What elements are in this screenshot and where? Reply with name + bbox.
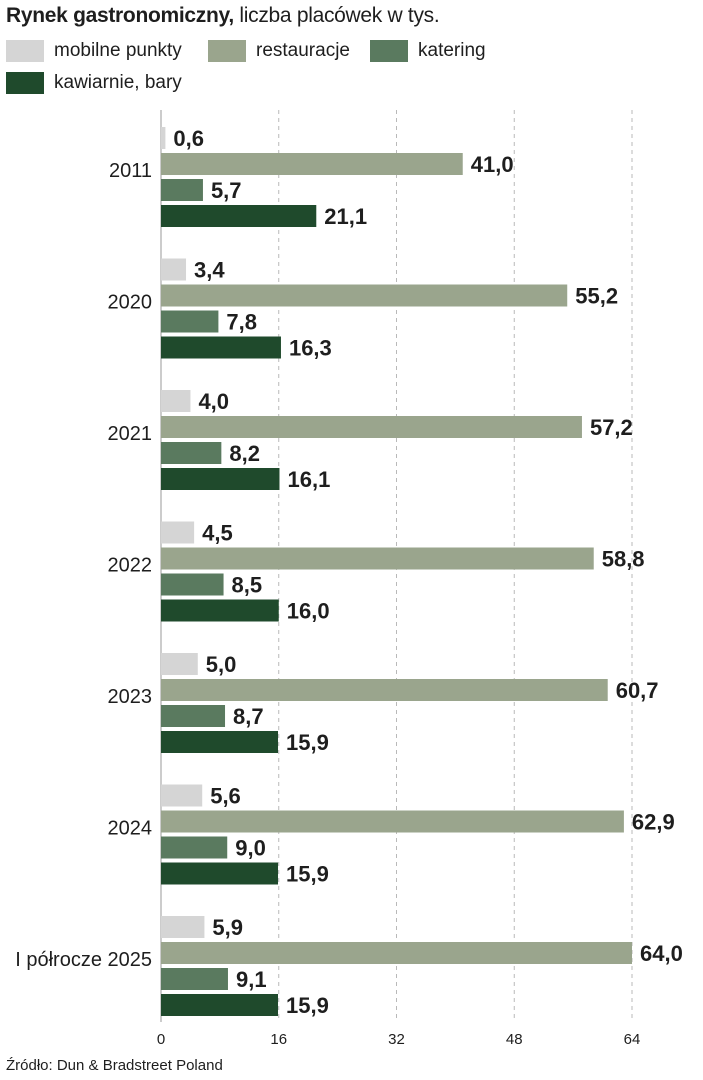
bar [161, 336, 281, 359]
bar [161, 284, 568, 307]
data-label: 7,8 [226, 310, 257, 335]
data-label: 41,0 [471, 152, 514, 177]
bar [161, 153, 463, 175]
legend-swatch [370, 40, 408, 62]
legend-label: kawiarnie, bary [54, 72, 182, 93]
data-label: 21,1 [324, 204, 367, 229]
bar [161, 521, 195, 544]
data-label: 4,0 [198, 389, 229, 414]
data-label: 0,6 [173, 126, 204, 151]
data-label: 16,0 [287, 599, 330, 624]
bar [161, 547, 594, 570]
bar [161, 810, 624, 833]
x-tick-label: 0 [157, 1031, 165, 1048]
legend-swatch [6, 72, 44, 94]
chart-title-bold: Rynek gastronomiczny, [6, 4, 234, 27]
legend-item-restauracje: restauracje [208, 40, 350, 62]
data-label: 16,1 [287, 467, 330, 492]
data-label: 60,7 [616, 678, 659, 703]
legend-swatch [208, 40, 246, 62]
bar [161, 179, 203, 201]
x-tick-label: 64 [624, 1031, 641, 1048]
bar [161, 731, 279, 753]
data-label: 57,2 [590, 415, 633, 440]
data-label: 64,0 [640, 941, 683, 966]
data-label: 15,9 [286, 993, 329, 1018]
data-label: 16,3 [289, 336, 332, 361]
data-label: 58,8 [602, 547, 645, 572]
legend-item-mobilne-punkty: mobilne punkty [6, 40, 182, 62]
x-tick-label: 16 [270, 1031, 287, 1048]
legend-label: mobilne punkty [54, 40, 182, 61]
bar [161, 599, 279, 622]
data-label: 4,5 [202, 521, 233, 546]
category-label: 2021 [108, 423, 153, 445]
bar [161, 942, 632, 964]
data-label: 8,5 [232, 573, 263, 598]
category-label: 2011 [109, 160, 152, 182]
data-label: 55,2 [575, 284, 618, 309]
bar [161, 679, 608, 701]
chart-title-subtitle: liczba placówek w tys. [233, 4, 440, 27]
bar [161, 127, 166, 149]
bar [161, 862, 279, 885]
bar [161, 442, 222, 464]
data-label: 5,7 [211, 178, 242, 203]
legend-label: katering [418, 40, 486, 61]
legend-label: restauracje [256, 40, 350, 61]
category-label: 2023 [108, 686, 153, 708]
x-tick-label: 48 [506, 1031, 523, 1048]
x-tick-label: 32 [388, 1031, 405, 1048]
bar [161, 310, 219, 333]
data-label: 8,2 [229, 441, 260, 466]
bar [161, 968, 228, 990]
data-label: 5,9 [212, 915, 243, 940]
bar [161, 573, 224, 596]
data-label: 8,7 [233, 704, 264, 729]
data-label: 9,0 [235, 836, 266, 861]
bar [161, 468, 280, 490]
legend-item-kawiarnie-bary: kawiarnie, bary [6, 72, 182, 94]
legend-item-katering: katering [370, 40, 486, 62]
category-label: 2024 [108, 818, 153, 840]
category-label: 2022 [108, 555, 153, 577]
data-label: 15,9 [286, 862, 329, 887]
data-label: 15,9 [286, 730, 329, 755]
bar [161, 836, 228, 859]
data-label: 9,1 [236, 967, 267, 992]
category-label: I półrocze 2025 [15, 949, 152, 971]
data-label: 5,0 [206, 652, 237, 677]
data-label: 62,9 [632, 810, 675, 835]
data-label: 5,6 [210, 784, 241, 809]
bar [161, 390, 191, 412]
category-label: 2020 [108, 292, 153, 314]
bar [161, 653, 198, 675]
bar [161, 416, 582, 438]
bar [161, 994, 279, 1016]
chart-title: Rynek gastronomiczny, liczba placówek w … [6, 4, 440, 28]
bar [161, 205, 317, 227]
bar [161, 705, 226, 727]
bar [161, 258, 187, 281]
legend-swatch [6, 40, 44, 62]
data-label: 3,4 [194, 258, 225, 283]
bar [161, 784, 203, 807]
bar [161, 916, 205, 938]
source-note: Źródło: Dun & Bradstreet Poland [6, 1057, 223, 1074]
